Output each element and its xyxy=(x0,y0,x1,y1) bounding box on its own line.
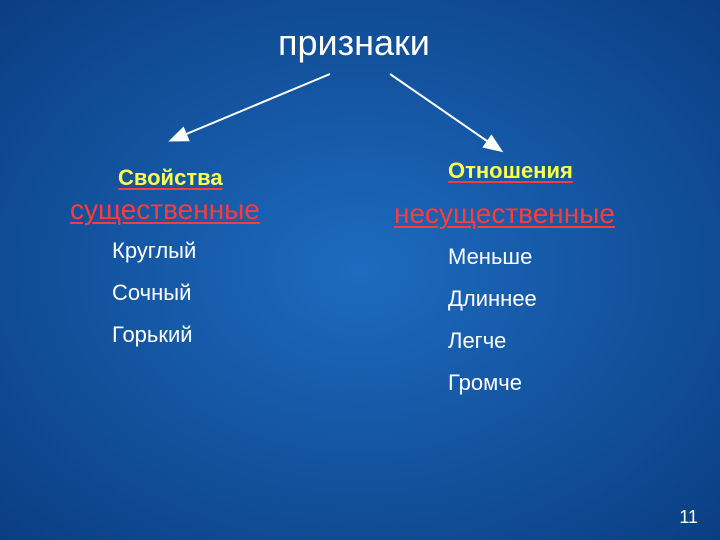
arrow-left xyxy=(172,74,330,140)
arrow-right xyxy=(390,74,500,150)
slide-title: признаки xyxy=(278,22,430,64)
left-overlay-word: существенные xyxy=(70,194,260,226)
slide: признаки Свойства существенные Круглый С… xyxy=(0,0,720,540)
right-item-1: Меньше xyxy=(448,244,532,270)
right-overlay-word: несущественные xyxy=(394,198,615,230)
left-item-2: Сочный xyxy=(112,280,191,306)
left-header: Свойства xyxy=(118,165,223,191)
right-item-4: Громче xyxy=(448,370,522,396)
left-item-1: Круглый xyxy=(112,238,196,264)
left-item-3: Горький xyxy=(112,322,193,348)
branch-arrows xyxy=(0,0,720,540)
right-item-2: Длиннее xyxy=(448,286,537,312)
page-number: 11 xyxy=(679,507,698,528)
right-item-3: Легче xyxy=(448,328,506,354)
right-header: Отношения xyxy=(448,158,573,184)
